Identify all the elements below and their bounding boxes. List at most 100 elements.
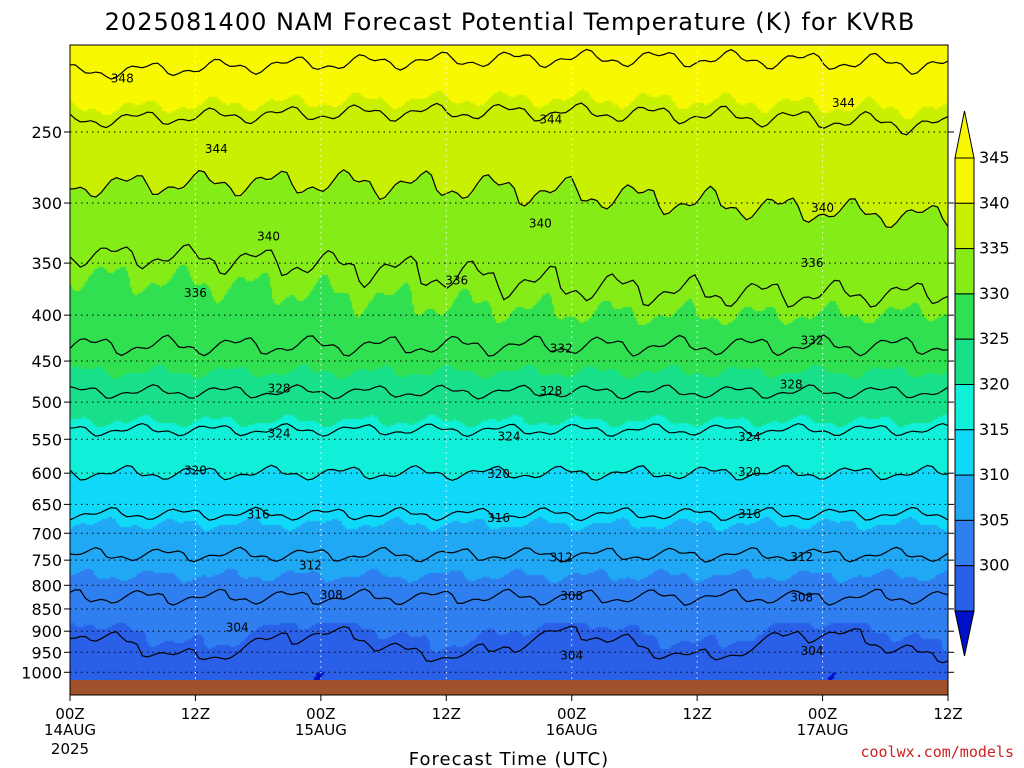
contour-label: 316 — [738, 507, 761, 521]
contour-label: 336 — [801, 256, 824, 270]
contour-label-group: 320 — [487, 467, 510, 481]
x-tick-date: 15AUG — [295, 721, 347, 739]
colorbar-segment — [954, 384, 975, 431]
contour-line — [69, 384, 949, 400]
colorbar-segment — [954, 519, 975, 567]
contour-label: 304 — [226, 621, 249, 635]
contour-label-group: 336 — [445, 274, 468, 288]
colorbar-segment — [954, 338, 975, 386]
contour-label-group: 340 — [529, 216, 552, 230]
contour-line — [69, 588, 949, 606]
contour-line — [69, 546, 949, 563]
contour-label-group: 308 — [560, 589, 583, 603]
contour-line — [69, 169, 949, 229]
contour-label-group: 324 — [498, 429, 521, 443]
contour-label-group: 324 — [738, 430, 761, 444]
contour-line — [69, 243, 949, 308]
x-tick-label: 12Z — [933, 705, 962, 723]
y-tick-label: 350 — [31, 254, 62, 273]
contour-label-group: 308 — [320, 588, 343, 602]
contour-label-group: 332 — [550, 342, 573, 356]
colorbar-over-triangle — [954, 110, 975, 159]
colorbar-label: 340 — [979, 193, 1010, 212]
credit-text: coolwx.com/models — [860, 743, 1014, 761]
plot-frame — [69, 44, 949, 696]
y-tick-label: 750 — [31, 551, 62, 570]
contour-line — [69, 422, 949, 438]
y-tick-label: 400 — [31, 306, 62, 325]
contour-label: 340 — [811, 201, 834, 215]
chart-title: 2025081400 NAM Forecast Potential Temper… — [105, 8, 916, 36]
contour-label: 308 — [790, 590, 813, 604]
y-axis: 250 300 350 400 450 500 550 600 650 700 750 800 850 9… — [21, 123, 954, 682]
contour-label: 316 — [247, 507, 270, 521]
contour-line — [69, 464, 949, 482]
colorbar-segment — [954, 248, 975, 295]
contour-label: 308 — [320, 588, 343, 602]
contour-label: 324 — [268, 427, 291, 441]
x-tick-date: 16AUG — [546, 721, 598, 739]
colorbar: 345 340 335 330 325 320 315 310 305 300 — [954, 110, 1010, 657]
contour-label: 340 — [257, 230, 280, 244]
x-tick-label: 00Z — [306, 705, 335, 723]
contour-label: 336 — [445, 274, 468, 288]
contour-label: 344 — [539, 112, 562, 126]
colorbar-label: 330 — [979, 284, 1010, 303]
colorbar-label: 300 — [979, 556, 1010, 575]
contour-label: 328 — [268, 382, 291, 396]
contour-label: 312 — [550, 551, 573, 565]
x-tick-label: 00Z — [557, 705, 586, 723]
filled-contours — [70, 45, 948, 680]
contour-label-group: 336 — [801, 256, 824, 270]
y-tick-label: 500 — [31, 393, 62, 412]
contour-label-group: 308 — [790, 590, 813, 604]
contour-label-group: 316 — [738, 507, 761, 521]
contour-label: 320 — [487, 467, 510, 481]
y-tick-label: 850 — [31, 600, 62, 619]
contour-label-group: 344 — [205, 142, 228, 156]
contour-line — [69, 334, 949, 357]
contour-label: 340 — [529, 216, 552, 230]
contour-label-group: 320 — [738, 465, 761, 479]
contour-label: 336 — [184, 286, 207, 300]
y-tick-label: 250 — [31, 123, 62, 142]
x-tick-label: 00Z — [808, 705, 837, 723]
contour-label-group: 312 — [299, 558, 322, 572]
contour-label: 324 — [738, 430, 761, 444]
colorbar-label: 315 — [979, 420, 1010, 439]
contour-label: 304 — [560, 649, 583, 663]
x-tick-date: 17AUG — [797, 721, 849, 739]
y-tick-label: 650 — [31, 495, 62, 514]
colorbar-segment — [954, 202, 975, 250]
y-tick-label: 300 — [31, 194, 62, 213]
contour-label: 344 — [205, 142, 228, 156]
colorbar-segment — [954, 429, 975, 476]
colorbar-label: 325 — [979, 329, 1010, 348]
contour-label-group: 344 — [832, 96, 855, 110]
contour-label: 312 — [790, 550, 813, 564]
y-tick-label: 550 — [31, 430, 62, 449]
contour-label-group: 320 — [184, 464, 207, 478]
contour-label: 320 — [738, 465, 761, 479]
contour-label-group: 316 — [247, 507, 270, 521]
colorbar-under-triangle — [954, 610, 975, 657]
y-tick-label: 950 — [31, 643, 62, 662]
y-tick-label: 600 — [31, 464, 62, 483]
colorbar-label: 310 — [979, 465, 1010, 484]
colorbar-segment — [954, 474, 975, 521]
plot-area: 348 344 344 344 340 340 340 336 336 336 332 332 328 3… — [69, 44, 949, 696]
contour-label-group: 340 — [811, 201, 834, 215]
y-tick-label: 900 — [31, 622, 62, 641]
contour-label: 320 — [184, 464, 207, 478]
contour-label-group: 304 — [560, 649, 583, 663]
colorbar-segment — [954, 293, 975, 340]
contour-label: 316 — [487, 511, 510, 525]
y-tick-label: 800 — [31, 576, 62, 595]
x-tick-label: 12Z — [432, 705, 461, 723]
contour-label: 344 — [832, 96, 855, 110]
colorbar-label: 345 — [979, 148, 1010, 167]
contour-label-group: 328 — [539, 384, 562, 398]
colorbar-segment — [954, 565, 975, 612]
